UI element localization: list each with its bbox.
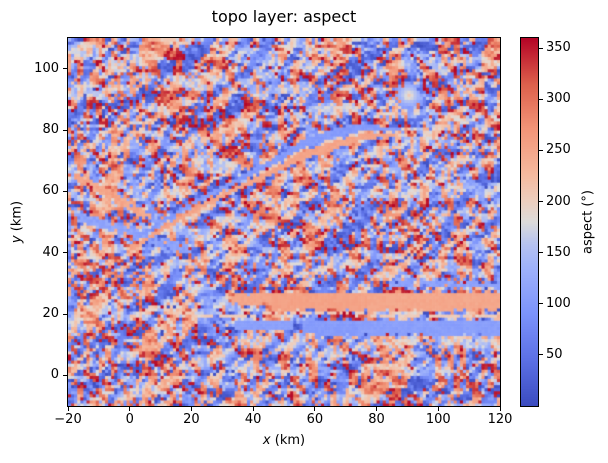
y-tick-mark: [63, 190, 67, 192]
colorbar-tick-label: 150: [546, 244, 571, 260]
x-tick-mark: [437, 407, 439, 411]
colorbar-tick-label: 250: [546, 142, 571, 158]
colorbar-tick-mark: [539, 47, 543, 49]
colorbar-tick-mark: [539, 252, 543, 254]
y-tick-mark: [63, 374, 67, 376]
colorbar-tick-label: 300: [546, 91, 571, 107]
heatmap-axes: [67, 37, 501, 407]
y-axis-label-var: y: [9, 235, 25, 244]
y-axis-label: y (km): [10, 201, 25, 243]
x-tick-label: 60: [306, 412, 324, 427]
x-tick-label: 120: [487, 412, 513, 427]
y-axis-label-unit: (km): [9, 200, 25, 236]
colorbar-tick-label: 350: [546, 40, 571, 56]
x-tick-label: 100: [425, 412, 451, 427]
colorbar-tick-label: 100: [546, 295, 571, 311]
colorbar-tick-mark: [539, 201, 543, 203]
x-axis-label-unit: (km): [270, 433, 306, 448]
x-tick-label: 0: [125, 412, 134, 427]
x-tick-mark: [314, 407, 316, 411]
y-tick-mark: [63, 68, 67, 70]
plot-title: topo layer: aspect: [211, 7, 357, 26]
y-tick-label: 60: [42, 183, 59, 199]
y-tick-mark: [63, 129, 67, 131]
y-tick-label: 100: [34, 60, 59, 76]
colorbar-tick-mark: [539, 149, 543, 151]
y-tick-label: 80: [42, 122, 59, 137]
colorbar-label: aspect (°): [580, 189, 596, 255]
heatmap-canvas: [68, 38, 500, 406]
y-tick-label: 40: [42, 244, 59, 260]
x-tick-label: 20: [183, 412, 200, 427]
x-tick-label: −20: [54, 412, 82, 427]
x-tick-mark: [67, 407, 69, 411]
y-tick-mark: [63, 252, 67, 254]
colorbar-canvas: [521, 38, 538, 406]
x-tick-label: 80: [368, 412, 385, 427]
y-tick-label: 20: [42, 306, 59, 321]
colorbar-tick-label: 200: [546, 193, 571, 209]
y-tick-mark: [63, 313, 67, 315]
colorbar-tick-label: 50: [546, 346, 563, 362]
x-tick-mark: [252, 407, 254, 411]
y-tick-label: 0: [50, 367, 59, 383]
x-tick-mark: [129, 407, 131, 411]
x-tick-label: 40: [244, 412, 262, 427]
x-axis-label: x (km): [68, 433, 500, 448]
colorbar: [520, 37, 539, 407]
colorbar-tick-mark: [539, 303, 543, 305]
x-tick-mark: [190, 407, 192, 411]
colorbar-tick-mark: [539, 354, 543, 356]
x-axis-label-var: x: [262, 433, 271, 448]
colorbar-tick-mark: [539, 98, 543, 100]
x-tick-mark: [499, 407, 501, 411]
x-tick-mark: [376, 407, 378, 411]
